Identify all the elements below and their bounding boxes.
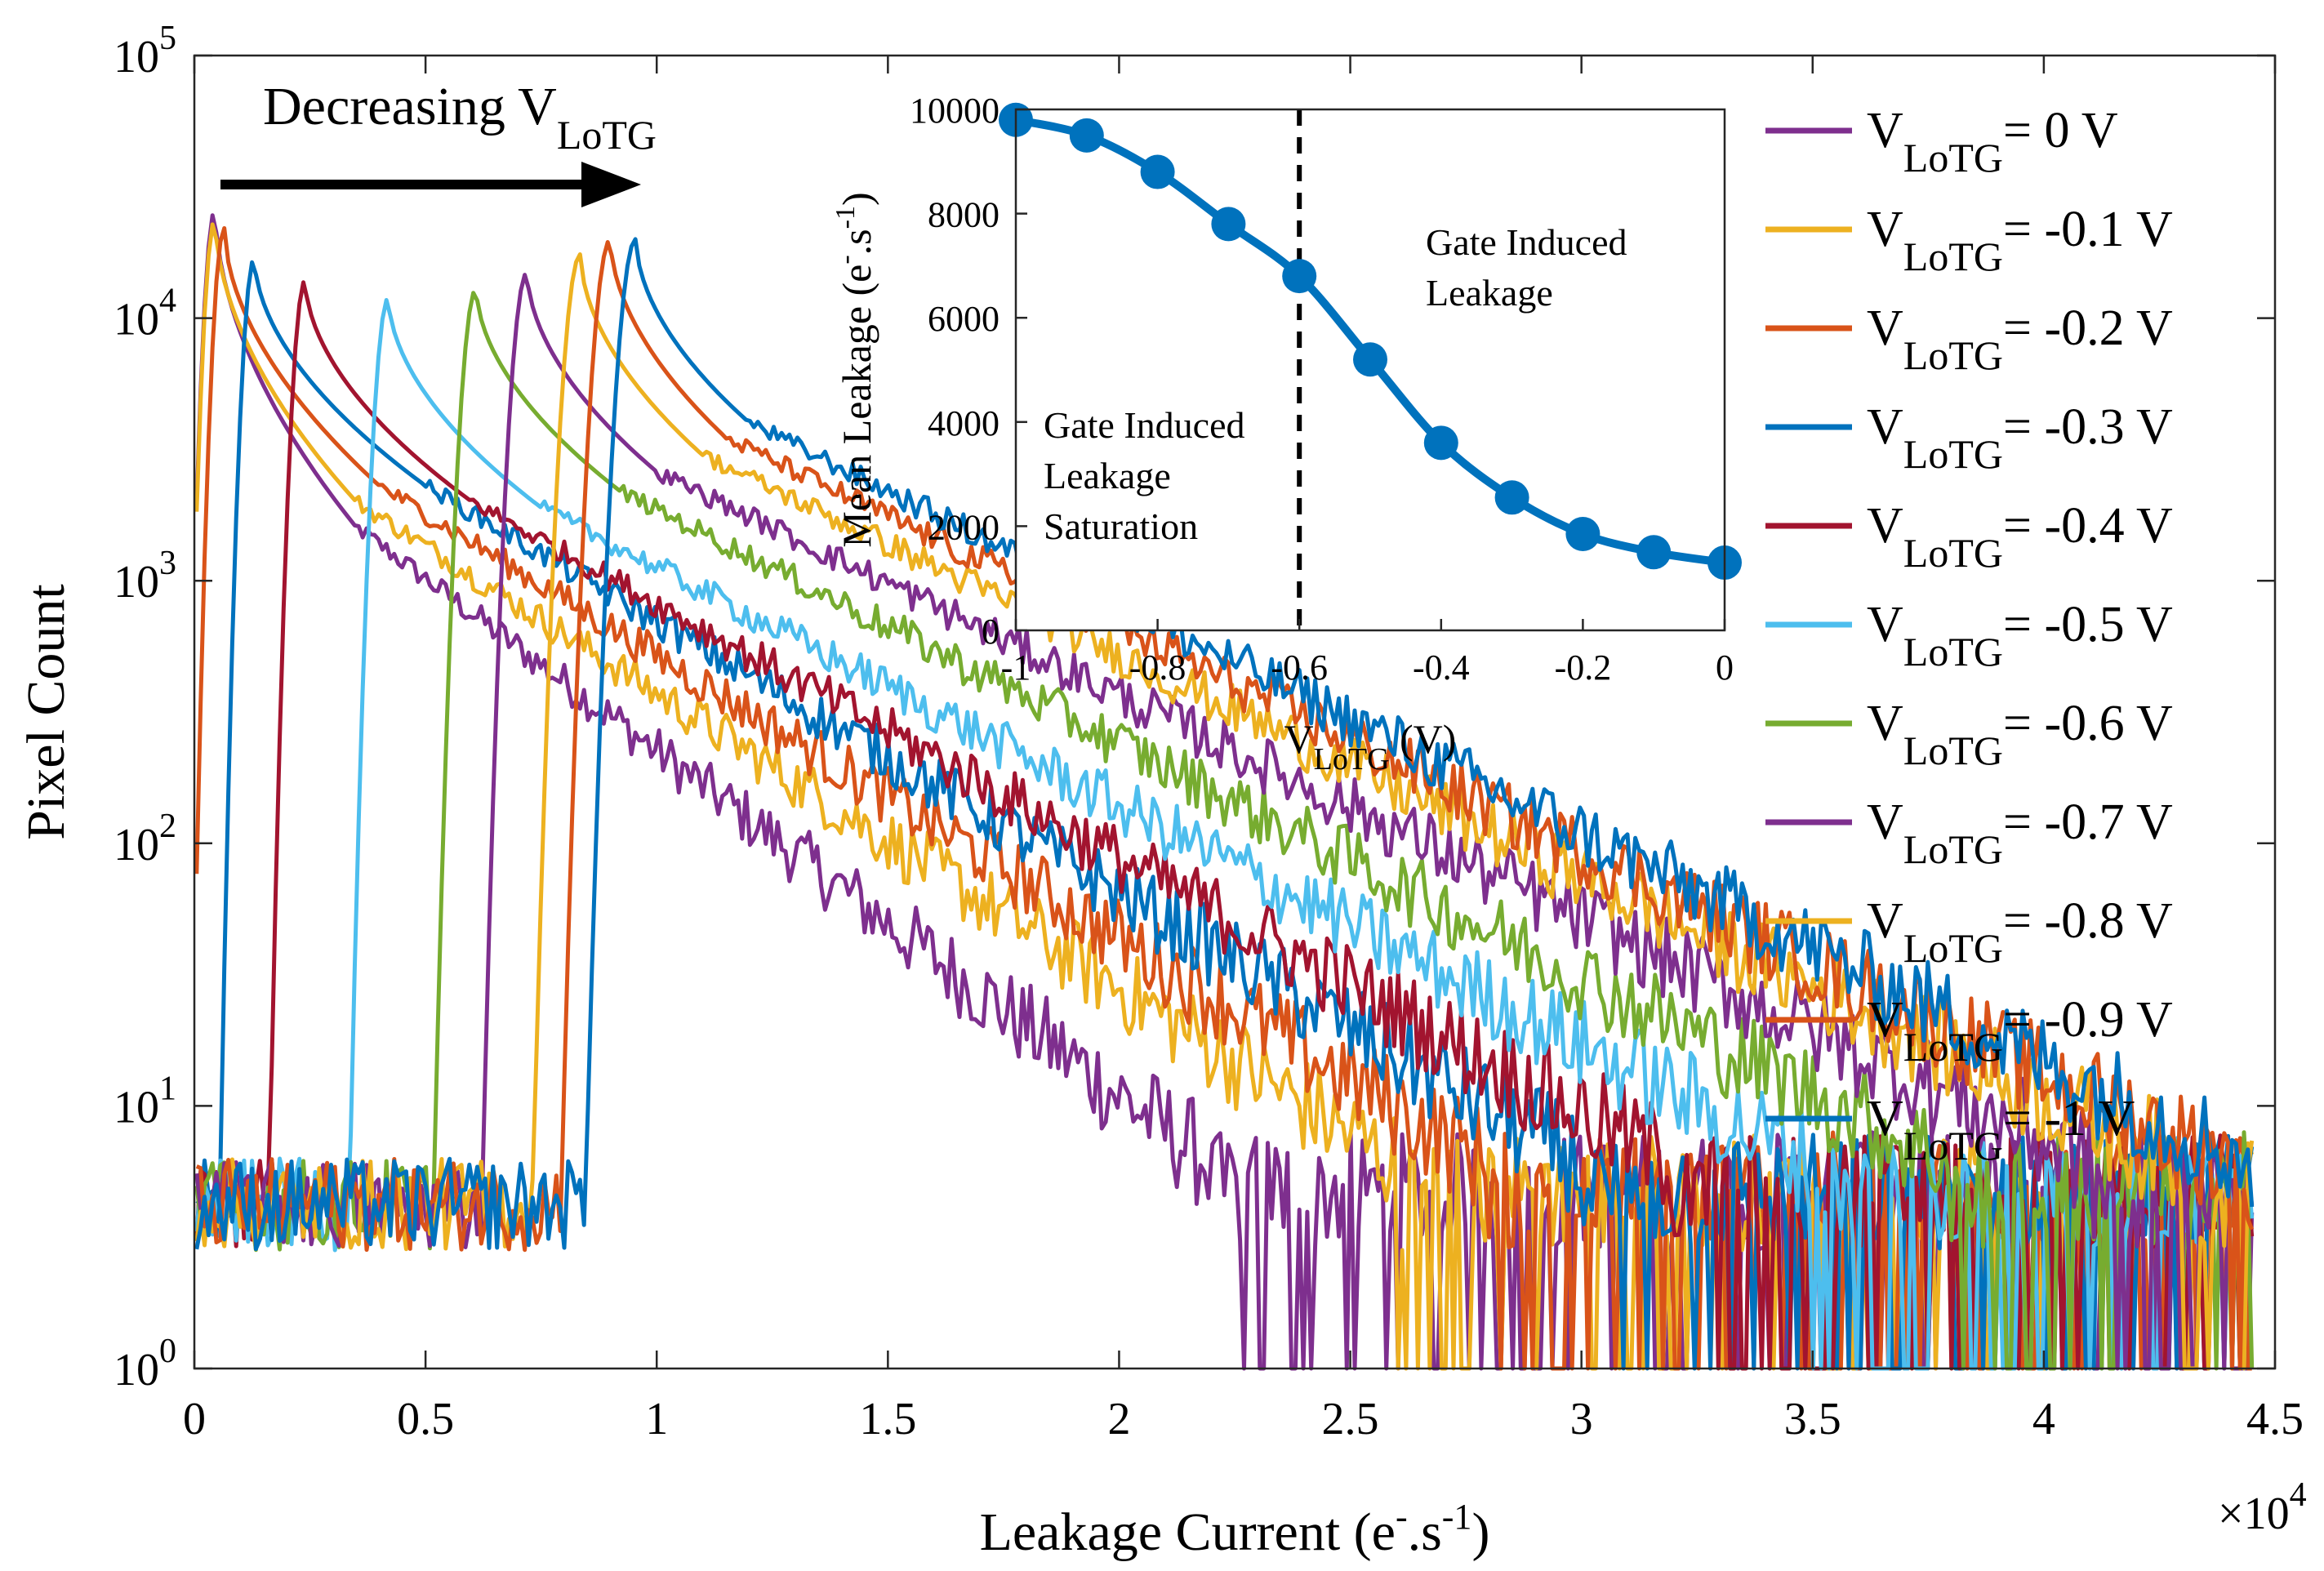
inset-x-tick-label: -0.8 — [1129, 648, 1186, 688]
inset-data-point-8 — [1565, 516, 1601, 551]
inset-x-tick-label: -1 — [1001, 648, 1031, 688]
inset-x-tick-label: -0.6 — [1271, 648, 1328, 688]
main-series-line-8 — [194, 252, 2255, 1371]
inset-y-tick-label: 6000 — [928, 299, 999, 339]
inset-chart: -1 -0.8 -0.6 -0.4 -0.2 0 0 2000 4000 6000 8000 1000… — [830, 91, 1742, 777]
inset-x-tick-label: -0.2 — [1555, 648, 1612, 688]
inset-data-point-9 — [1636, 535, 1672, 570]
main-x-axis-label: Leakage Current (e-.s-1) — [980, 1497, 1490, 1562]
main-ticks: 0 0.5 1 1.5 2 2.5 3 3.5 4 4.5 100 101 102 103 104 105 — [114, 20, 2304, 1444]
legend-entry-9: VLoTG= -0.9 V — [1867, 992, 2173, 1070]
inset-annotation-gate-induced-leakage: Gate Induced Leakage — [1426, 221, 1627, 314]
inset-ticks: -1 -0.8 -0.6 -0.4 -0.2 0 0 2000 4000 6000 8000 1000… — [910, 91, 1734, 688]
inset-x-tick-label: 0 — [1716, 648, 1734, 688]
inset-y-axis-label: Mean Leakage (e-.s-1) — [830, 192, 879, 547]
legend-entry-1: VLoTG= -0.1 V — [1867, 202, 2173, 279]
main-x-tick-label: 4 — [2032, 1394, 2055, 1444]
main-series-group — [194, 213, 2255, 1371]
main-x-tick-label: 2 — [1107, 1394, 1130, 1444]
main-x-tick-label: 0.5 — [397, 1394, 454, 1444]
inset-y-tick-label: 4000 — [928, 403, 999, 443]
main-series-line-6 — [194, 291, 2255, 1371]
inset-y-tick-label: 8000 — [928, 195, 999, 235]
main-x-tick-label: 1 — [645, 1394, 668, 1444]
main-x-tick-label: 0 — [183, 1394, 206, 1444]
inset-y-tick-label: 2000 — [928, 507, 999, 547]
legend-entry-7: VLoTG= -0.7 V — [1867, 794, 2173, 872]
inset-data-point-2 — [1140, 154, 1175, 189]
decreasing-arrow-head — [581, 162, 641, 207]
main-series-line-5 — [194, 298, 2255, 1371]
x-multiplier-label: ×104 — [2218, 1476, 2307, 1539]
inset-data-point-3 — [1211, 207, 1246, 242]
main-y-axis-label: Pixel Count — [16, 584, 76, 840]
legend-entry-0: VLoTG= 0 V — [1867, 103, 2118, 180]
main-y-tick-label: 105 — [114, 20, 176, 82]
legend-entry-6: VLoTG= -0.6 V — [1867, 696, 2173, 773]
legend-entry-3: VLoTG= -0.3 V — [1867, 399, 2173, 477]
inset-y-tick-label: 10000 — [910, 91, 999, 131]
legend-entry-10: VLoTG= -1 V — [1867, 1091, 2135, 1168]
main-x-tick-label: 3.5 — [1784, 1394, 1841, 1444]
inset-data-point-7 — [1494, 480, 1529, 515]
legend-entry-2: VLoTG= -0.2 V — [1867, 300, 2173, 378]
inset-annotation-gate-induced-leakage-saturation: Gate Induced Leakage Saturation — [1044, 404, 1245, 547]
inset-x-tick-label: -0.4 — [1413, 648, 1470, 688]
main-axes-box — [193, 54, 2277, 1370]
main-y-tick-label: 100 — [114, 1333, 176, 1395]
main-x-tick-label: 1.5 — [859, 1394, 916, 1444]
decreasing-arrow-annotation: Decreasing VLoTG — [220, 77, 657, 207]
inset-data-point-5 — [1353, 342, 1387, 377]
main-series-line-10 — [194, 237, 2255, 1252]
legend: VLoTG= 0 V VLoTG= -0.1 V VLoTG= -0.2 V VLoT… — [1765, 103, 2173, 1168]
inset-data-point-6 — [1423, 425, 1458, 461]
decreasing-arrow-text: Decreasing VLoTG — [263, 77, 657, 158]
main-x-tick-label: 2.5 — [1322, 1394, 1379, 1444]
main-y-tick-label: 102 — [114, 808, 176, 870]
inset-data-point-1 — [1069, 118, 1104, 153]
inset-axes-box — [1014, 108, 1726, 632]
inset-x-axis-label: VLoTG (V) — [1284, 716, 1457, 777]
legend-entry-8: VLoTG= -0.8 V — [1867, 893, 2173, 971]
inset-data-point-4 — [1282, 259, 1317, 294]
legend-entry-5: VLoTG= -0.5 V — [1867, 597, 2173, 674]
main-y-tick-label: 104 — [114, 283, 176, 345]
main-y-tick-label: 103 — [114, 545, 176, 607]
main-x-tick-label: 3 — [1570, 1394, 1593, 1444]
inset-y-tick-label: 0 — [982, 612, 999, 652]
main-x-tick-label: 4.5 — [2246, 1394, 2304, 1444]
legend-entry-4: VLoTG= -0.4 V — [1867, 498, 2173, 576]
main-y-tick-label: 101 — [114, 1070, 176, 1133]
